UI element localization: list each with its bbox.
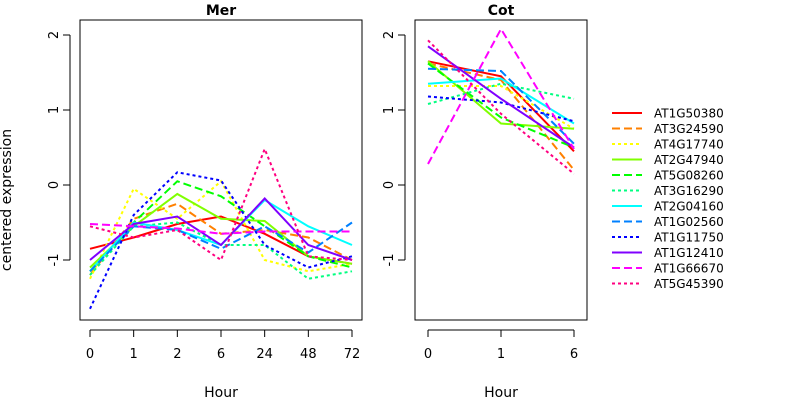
x-tick-label: 6 (217, 347, 225, 362)
series-line-at2g04160 (89, 198, 353, 272)
legend-label: AT1G12410 (654, 246, 724, 260)
legend-label: AT1G02560 (654, 215, 724, 229)
x-axis-label: Hour (484, 385, 518, 400)
series-line-at4g17740 (89, 179, 353, 280)
series-line-at1g12410 (427, 45, 575, 149)
series-line-at1g66670 (427, 26, 575, 165)
panel-cot: Cot 0 1 6 -1 0 1 2 Hour (382, 3, 588, 400)
x-tick-label: 24 (256, 347, 273, 362)
y-tick-label: 1 (382, 106, 397, 114)
x-tick-label: 48 (300, 347, 317, 362)
y-tick-label: 2 (47, 31, 62, 39)
series-line-at3g24590 (89, 202, 353, 276)
x-tick-label: 1 (130, 347, 138, 362)
x-tick-label: 0 (424, 347, 432, 362)
series-line-at1g11750 (427, 95, 575, 123)
legend-label: AT3G24590 (654, 122, 724, 136)
y-tick-label: -1 (382, 254, 397, 267)
x-tick-label: 1 (497, 347, 505, 362)
figure-y-axis-label: centered expression (0, 129, 15, 271)
y-tick-label: 0 (47, 181, 62, 189)
x-tick-label: 72 (344, 347, 361, 362)
legend-label: AT1G11750 (654, 231, 724, 245)
series-line-at5g45390 (89, 146, 353, 262)
x-axis-label: Hour (204, 385, 238, 400)
legend-label: AT2G04160 (654, 200, 724, 214)
y-tick-label: 2 (382, 31, 397, 39)
x-tick-label: 2 (173, 347, 181, 362)
series-line-at3g16290 (427, 82, 575, 105)
plot-frame (79, 19, 363, 321)
y-tick-label: 1 (47, 106, 62, 114)
series-line-at1g66670 (89, 223, 352, 235)
legend-label: AT5G45390 (654, 277, 724, 291)
y-tick-label: -1 (47, 254, 62, 267)
series-line-at5g45390 (427, 39, 575, 175)
panel-title: Cot (488, 3, 515, 19)
legend-label: AT1G50380 (654, 107, 724, 121)
legend-label: AT3G16290 (654, 184, 724, 198)
panel-mer: Mer 0 1 2 6 24 48 72 -1 0 1 2 Hour (47, 3, 363, 400)
x-tick-label: 6 (570, 347, 578, 362)
legend-label: AT5G08260 (654, 169, 724, 183)
legend-label: AT1G66670 (654, 262, 724, 276)
y-tick-label: 0 (382, 181, 397, 189)
plot-frame (414, 19, 588, 321)
series-line-at1g02560 (427, 67, 575, 145)
series-line-at1g11750 (89, 171, 353, 310)
panel-title: Mer (206, 3, 236, 19)
legend-label: AT2G47940 (654, 153, 724, 167)
x-tick-label: 0 (86, 347, 94, 362)
series-line-at1g12410 (89, 197, 353, 261)
series-line-at4g17740 (428, 85, 575, 130)
legend-label: AT4G17740 (654, 138, 724, 152)
